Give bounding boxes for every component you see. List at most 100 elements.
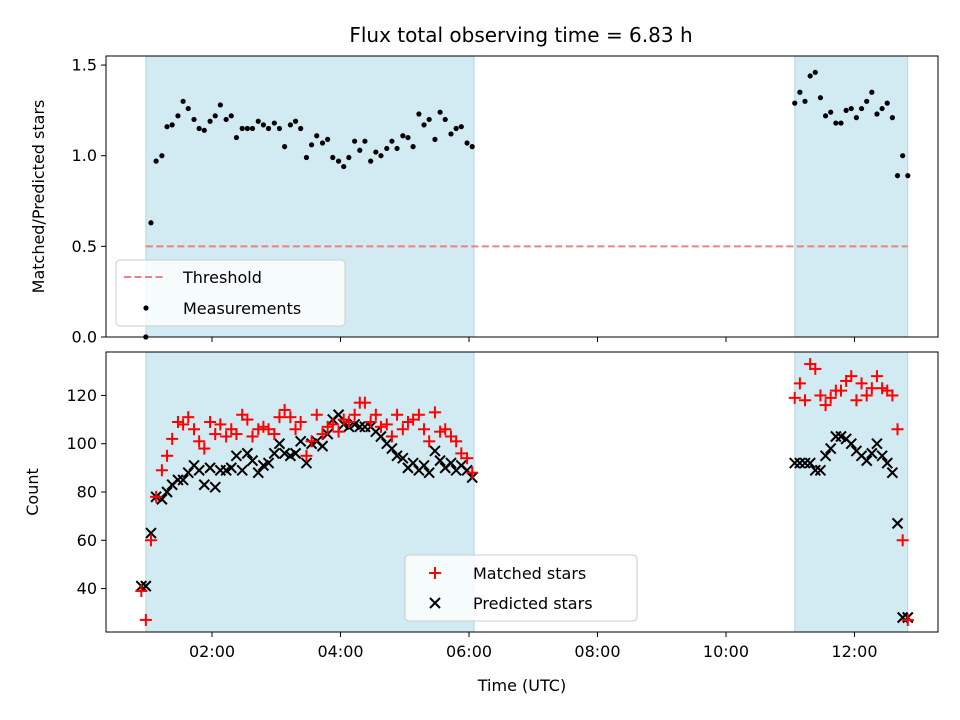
predicted-point (236, 464, 248, 476)
matched-point (246, 430, 259, 443)
matched-point (391, 408, 404, 421)
matched-point (188, 423, 201, 436)
matched-point (305, 435, 318, 448)
predicted-point (273, 438, 286, 450)
matched-point (204, 416, 217, 428)
predicted-point (198, 479, 211, 491)
predicted-point (204, 462, 216, 474)
predicted-point (316, 440, 329, 452)
top-axis: 0.0 0.5 1.0 1.5 (72, 55, 939, 347)
measurement-point (373, 149, 379, 155)
matched-point (834, 384, 847, 397)
predicted-point (830, 430, 842, 443)
measurement-point (191, 116, 197, 123)
matched-point (358, 396, 371, 409)
predicted-point (241, 447, 254, 460)
matched-point (193, 435, 206, 448)
measurement-point (319, 140, 326, 146)
matched-point (814, 389, 827, 402)
matched-point (439, 423, 452, 436)
predicted-point (145, 527, 157, 539)
measurement-point (357, 147, 363, 153)
predicted-point (860, 454, 873, 467)
predicted-point (172, 474, 184, 486)
matched-point (139, 613, 152, 626)
legend-matched-label: Matched stars (473, 564, 586, 583)
predicted-point (789, 457, 801, 469)
measurement-point (432, 136, 438, 142)
matched-point (824, 391, 837, 404)
y-tick-label: 1.5 (72, 56, 97, 75)
matched-point (466, 466, 479, 479)
predicted-point (814, 464, 827, 476)
predicted-point (193, 464, 205, 476)
bottom-legend: Matched stars Predicted stars (404, 554, 638, 622)
predicted-point (397, 452, 409, 464)
legend-measurements-label: Measurements (183, 299, 301, 318)
y-tick-label: 1.0 (72, 146, 97, 165)
measurement-point (884, 100, 890, 106)
plot-frame (105, 351, 939, 633)
measurement-point (335, 158, 342, 164)
measurement-point (817, 95, 824, 101)
measurement-point (822, 113, 829, 119)
measurement-point (900, 153, 906, 159)
measurement-point (394, 145, 400, 152)
predicted-point (262, 457, 275, 469)
measurement-point (802, 98, 808, 104)
measurement-point (265, 125, 272, 132)
matched-point (461, 452, 474, 465)
matched-point (155, 464, 168, 477)
measurement-point (292, 118, 299, 124)
measurement-point (889, 115, 895, 121)
measurement-point (314, 133, 320, 139)
measurement-point (843, 107, 849, 113)
predicted-point (434, 454, 446, 467)
predicted-point (804, 457, 816, 469)
matched-point (850, 394, 863, 407)
x-tick-label: 12:00 (831, 642, 877, 661)
y-tick-label: 0.0 (72, 328, 97, 347)
matched-point (289, 423, 302, 436)
matched-point (855, 377, 868, 390)
measurement-point (807, 73, 813, 79)
matched-point (342, 416, 355, 428)
measurement-point (249, 125, 256, 132)
x-tick-label: 10:00 (703, 642, 749, 661)
measurement-point (389, 138, 395, 144)
matched-point (209, 428, 222, 441)
measurement-point (368, 158, 374, 164)
matched-point (819, 399, 832, 412)
measurement-point (153, 158, 159, 164)
measurement-point (812, 69, 818, 75)
predicted-point (354, 421, 366, 433)
y-tick-label: 40 (77, 579, 97, 598)
measurement-point (308, 142, 315, 148)
y-tick-label: 60 (77, 531, 97, 550)
predicted-point (825, 442, 837, 455)
measurement-point (828, 109, 834, 115)
matched-point (809, 362, 822, 375)
matched-point (144, 534, 157, 547)
matched-point (788, 391, 801, 404)
matched-point (886, 389, 899, 402)
measurement-point (879, 105, 885, 112)
measurement-point (458, 124, 464, 130)
matched-point (268, 428, 281, 441)
matched-point (860, 389, 873, 402)
matched-point (316, 428, 329, 441)
matched-point (294, 416, 307, 428)
matched-point (865, 382, 878, 395)
matched-point (337, 413, 350, 426)
predicted-point (268, 447, 281, 460)
matched-point (369, 408, 382, 421)
measurement-point (223, 116, 229, 123)
plot-frame (105, 55, 939, 338)
matched-point (896, 534, 909, 547)
matched-point (870, 370, 883, 383)
measurement-point (448, 131, 454, 137)
measurement-point (792, 100, 798, 106)
predicted-point (429, 445, 441, 457)
matched-point (332, 425, 345, 438)
y-tick-label: 0.5 (72, 237, 97, 256)
